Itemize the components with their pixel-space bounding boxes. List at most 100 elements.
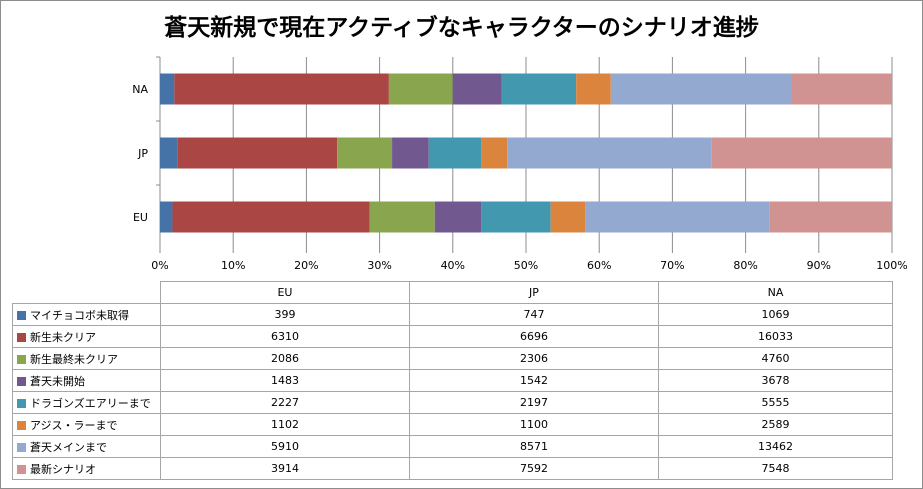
bar-segment	[576, 73, 611, 105]
data-table-cell: 1102	[160, 413, 410, 436]
bar-segment	[507, 137, 712, 169]
data-table-cell: 16033	[658, 325, 893, 348]
legend-label: マイチョコボ未取得	[30, 308, 129, 322]
data-table-cell: 3914	[160, 457, 410, 480]
x-tick-label: 60%	[587, 259, 611, 272]
data-table-cell: 13462	[658, 435, 893, 458]
data-table-cell: 2227	[160, 391, 410, 414]
bar-segment	[550, 201, 586, 233]
legend-entry: 新生未クリア	[12, 325, 161, 348]
x-tick-label: 90%	[807, 259, 831, 272]
y-tick-label: NA	[132, 83, 148, 96]
bar-segment	[769, 201, 892, 233]
legend-entry: マイチョコボ未取得	[12, 303, 161, 326]
bar-segment	[711, 137, 892, 169]
table-row: 最新シナリオ 3914 7592 7548	[12, 457, 893, 480]
legend-key-swatch	[17, 376, 26, 386]
data-table-cell: 3678	[658, 369, 893, 392]
data-table-cell: 8571	[409, 435, 659, 458]
data-table-cell: 399	[160, 303, 410, 326]
table-row: マイチョコボ未取得 399 747 1069	[12, 303, 893, 326]
x-tick-label: 80%	[733, 259, 757, 272]
x-tick-label: 100%	[876, 259, 907, 272]
bar-segment	[434, 201, 482, 233]
bar-segment	[501, 73, 577, 105]
bar-segment	[428, 137, 482, 169]
data-table-cell: 1542	[409, 369, 659, 392]
data-table-cell: 7548	[658, 457, 893, 480]
data-table-cell: 1483	[160, 369, 410, 392]
data-table-cell: 4760	[658, 347, 893, 370]
y-tick-label: JP	[137, 147, 148, 160]
bar-segment	[172, 201, 370, 233]
bar-segment	[481, 201, 551, 233]
data-table-cell: 1069	[658, 303, 893, 326]
x-tick-label: 40%	[441, 259, 465, 272]
bar-segment	[337, 137, 393, 169]
data-table-column-header: EU	[160, 281, 410, 304]
bar-segment	[481, 137, 508, 169]
legend-entry: 蒼天メインまで	[12, 435, 161, 458]
bar-segment	[160, 137, 178, 169]
x-tick-label: 70%	[660, 259, 684, 272]
data-table-cell: 5555	[658, 391, 893, 414]
data-table-cell: 5910	[160, 435, 410, 458]
legend-entry: 蒼天未開始	[12, 369, 161, 392]
legend-key-swatch	[17, 332, 26, 342]
x-tick-label: 10%	[221, 259, 245, 272]
legend-label: 最新シナリオ	[30, 462, 96, 476]
x-tick-label: 0%	[151, 259, 168, 272]
x-tick-label: 50%	[514, 259, 538, 272]
bar-segment	[585, 201, 770, 233]
legend-entry: アジス・ラーまで	[12, 413, 161, 436]
data-table-cell: 2086	[160, 347, 410, 370]
legend-key-swatch	[17, 420, 26, 430]
legend-key-swatch	[17, 310, 26, 320]
bar-segment	[160, 201, 173, 233]
legend-key-swatch	[17, 354, 26, 364]
bar-segment	[452, 73, 502, 105]
bar-segment	[388, 73, 453, 105]
data-table-cell: 6310	[160, 325, 410, 348]
table-row: 新生未クリア 6310 6696 16033	[12, 325, 893, 348]
bar-segment	[174, 73, 389, 105]
bar-segment	[610, 73, 791, 105]
table-row: ドラゴンズエアリーまで 2227 2197 5555	[12, 391, 893, 414]
bar-segment	[177, 137, 338, 169]
data-table-cell: 7592	[409, 457, 659, 480]
bar-segment	[160, 73, 175, 105]
data-table-cell: 1100	[409, 413, 659, 436]
legend-entry: 新生最終未クリア	[12, 347, 161, 370]
legend-label: 新生未クリア	[30, 330, 96, 344]
table-row: 蒼天メインまで 5910 8571 13462	[12, 435, 893, 458]
legend-label: 新生最終未クリア	[30, 352, 118, 366]
data-table-header: EU JP NA	[12, 281, 893, 304]
data-table-cell: 6696	[409, 325, 659, 348]
legend-key-swatch	[17, 464, 26, 474]
data-table-cell: 2306	[409, 347, 659, 370]
bar-segment	[369, 201, 435, 233]
y-tick-label: EU	[133, 211, 148, 224]
table-row: 蒼天未開始 1483 1542 3678	[12, 369, 893, 392]
legend-label: ドラゴンズエアリーまで	[30, 396, 151, 410]
data-table-column-header: NA	[658, 281, 893, 304]
bar-segment	[392, 137, 429, 169]
legend-label: 蒼天メインまで	[30, 440, 107, 454]
data-table-corner	[12, 281, 161, 304]
data-table-cell: 747	[409, 303, 659, 326]
legend-label: 蒼天未開始	[30, 374, 85, 388]
x-tick-label: 20%	[294, 259, 318, 272]
legend-key-swatch	[17, 398, 26, 408]
table-row: 新生最終未クリア 2086 2306 4760	[12, 347, 893, 370]
chart-title: 蒼天新規で現在アクティブなキャラクターのシナリオ進捗	[164, 15, 759, 41]
legend-key-swatch	[17, 442, 26, 452]
legend-entry: 最新シナリオ	[12, 457, 161, 480]
legend-label: アジス・ラーまで	[30, 418, 118, 432]
data-table-cell: 2197	[409, 391, 659, 414]
data-table-cell: 2589	[658, 413, 893, 436]
data-table-column-header: JP	[409, 281, 659, 304]
data-table: EU JP NA マイチョコボ未取得 399 747 1069 新生未クリア 6310 6696…	[12, 281, 893, 480]
bar-segment	[790, 73, 892, 105]
table-row: アジス・ラーまで 1102 1100 2589	[12, 413, 893, 436]
